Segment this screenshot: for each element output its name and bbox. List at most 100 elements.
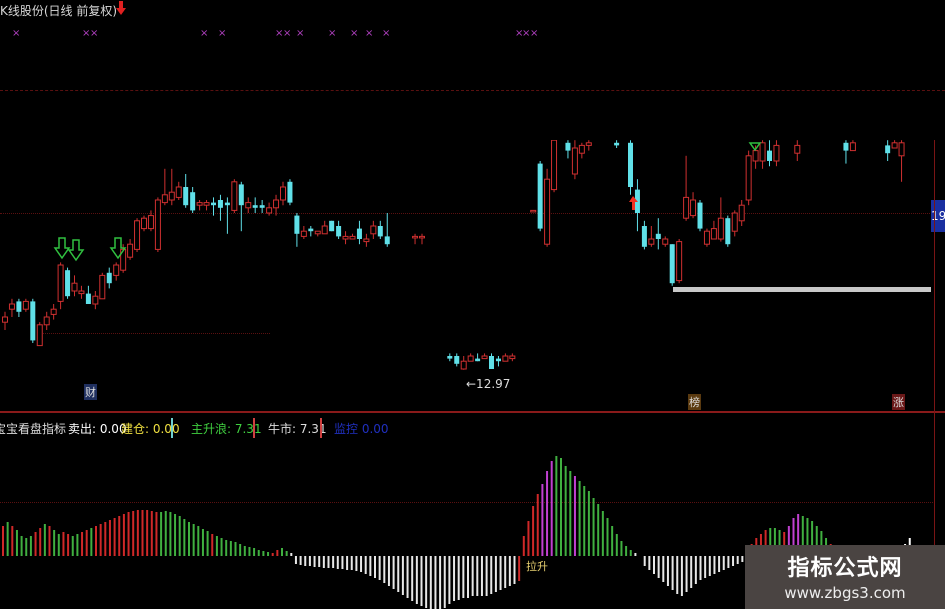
candle <box>703 228 710 247</box>
candle <box>71 275 78 297</box>
right-axis-line <box>934 140 935 609</box>
candle <box>585 140 592 151</box>
candle <box>252 197 258 213</box>
panel-divider[interactable] <box>0 411 945 413</box>
build-value: 建仓: 0.00 <box>121 422 180 436</box>
candle <box>885 140 891 161</box>
monitor-value: 监控 0.00 <box>334 422 389 436</box>
tag-bang: 榜 <box>688 394 701 410</box>
main-wave-value: 主升浪: 7.31 <box>191 422 262 436</box>
candle <box>578 142 585 159</box>
bull-value: 牛市: 7.31 <box>268 422 327 436</box>
candle <box>669 244 675 286</box>
candle <box>454 353 460 367</box>
candle <box>794 140 801 161</box>
candle <box>641 220 647 250</box>
red-marker-icon <box>320 418 322 438</box>
candle <box>211 197 216 216</box>
candle <box>377 220 383 239</box>
signal-x-mark: × <box>530 28 539 39</box>
candle <box>43 311 50 330</box>
candle <box>30 298 36 343</box>
candle <box>65 267 71 299</box>
candle <box>551 140 558 193</box>
signal-x-mark: × <box>218 28 227 39</box>
green-down-arrow-icon <box>109 237 127 260</box>
candle <box>127 239 134 260</box>
candle <box>57 262 64 310</box>
candle <box>2 311 8 330</box>
candle <box>314 230 321 237</box>
candle <box>731 210 738 237</box>
watermark: 指标公式网 www.zbgs3.com <box>745 545 945 609</box>
grid-line <box>0 90 945 91</box>
candle <box>336 220 342 239</box>
candle <box>99 272 106 300</box>
candle <box>217 194 223 221</box>
candle <box>300 226 307 239</box>
candle <box>36 322 43 347</box>
candle <box>447 353 453 362</box>
candle <box>509 353 516 362</box>
candle <box>628 140 633 195</box>
chart-title: K线股份(日线 前复权) <box>0 4 118 18</box>
candle <box>356 220 362 245</box>
candle <box>113 262 120 281</box>
candle <box>745 150 752 206</box>
candle <box>773 140 780 167</box>
signal-x-mark: × <box>328 28 337 39</box>
watermark-title: 指标公式网 <box>787 556 903 581</box>
candle <box>475 353 481 362</box>
candle <box>238 181 244 232</box>
candle <box>481 353 488 360</box>
signal-x-mark: × <box>82 28 91 39</box>
low-price-label: ←12.97 <box>466 377 511 391</box>
candle <box>329 220 335 232</box>
candle <box>190 187 196 213</box>
candle <box>287 179 293 206</box>
candlestick-chart[interactable] <box>0 0 945 412</box>
candle <box>648 226 655 247</box>
signal-x-mark: × <box>283 28 292 39</box>
candle <box>571 140 578 180</box>
tag-cai: 财 <box>84 384 97 400</box>
red-marker-icon <box>253 418 255 438</box>
candle <box>676 239 683 284</box>
candle <box>363 233 370 247</box>
candle <box>175 181 182 200</box>
candle <box>294 213 300 247</box>
signal-x-mark: × <box>515 28 524 39</box>
indicator-name: 宝宝看盘指标 <box>0 422 67 436</box>
red-up-arrow-icon <box>629 196 638 210</box>
candle <box>321 220 328 235</box>
candle <box>738 200 745 226</box>
candle <box>22 298 29 312</box>
candle <box>245 197 252 213</box>
candle <box>849 140 856 152</box>
watermark-url: www.zbgs3.com <box>784 584 906 602</box>
support-line <box>673 287 931 292</box>
candle <box>134 218 141 252</box>
signal-x-mark: × <box>382 28 391 39</box>
candle <box>537 161 543 232</box>
signal-x-mark: × <box>365 28 374 39</box>
tag-zhang: 涨 <box>892 394 905 410</box>
candle <box>92 291 99 310</box>
candle <box>843 140 849 164</box>
cyan-marker-icon <box>171 418 173 438</box>
candle <box>544 168 551 247</box>
candle <box>50 304 57 320</box>
green-down-arrow-icon <box>67 239 85 262</box>
candle <box>614 140 620 148</box>
candle <box>662 236 669 247</box>
candle <box>78 285 85 299</box>
candle <box>767 140 772 167</box>
candle <box>106 267 112 289</box>
candle <box>259 200 265 213</box>
candle <box>690 192 697 219</box>
candle <box>147 210 154 232</box>
candle <box>224 197 230 234</box>
candle <box>717 197 724 242</box>
candle <box>460 356 467 370</box>
